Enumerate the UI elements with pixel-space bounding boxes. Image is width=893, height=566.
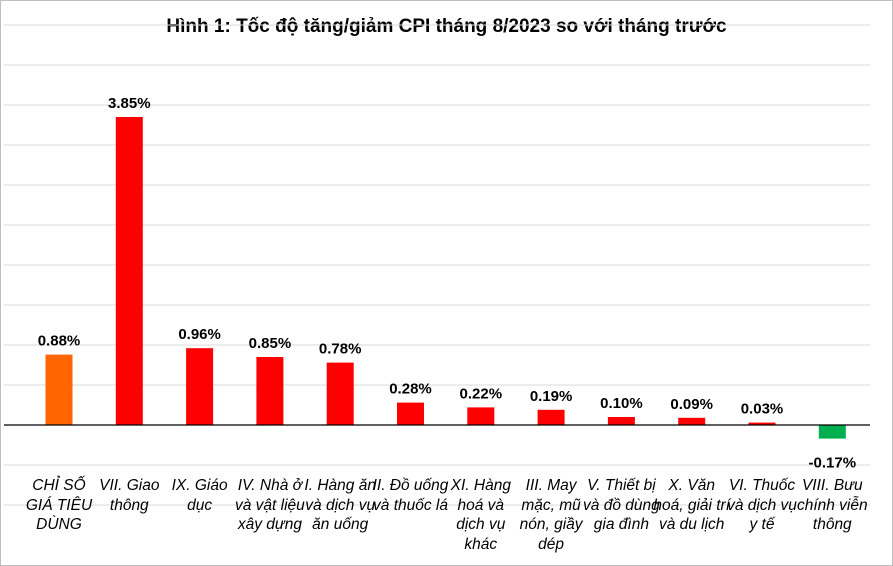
category-label: IX. Giáo dục: [171, 477, 228, 514]
data-label: 0.88%: [38, 333, 81, 350]
category-label: XI. Hàng hoá và dịch vụ khác: [450, 477, 511, 553]
bar: [256, 357, 284, 425]
data-label: 0.28%: [389, 381, 432, 398]
gridlines: [4, 24, 870, 506]
category-label: V. Thiết bị và đồ dùng gia đình: [583, 477, 660, 533]
category-label: I. Hàng ăn và dịch vụ ăn uống: [304, 477, 376, 533]
bar: [748, 422, 776, 425]
bar: [467, 407, 495, 425]
bar: [45, 354, 73, 425]
bars: [45, 117, 846, 439]
bar: [186, 348, 214, 425]
category-label: X. Văn hoá, giải trí và du lịch: [653, 477, 731, 533]
chart-title: Hình 1: Tốc độ tăng/giảm CPI tháng 8/202…: [166, 16, 727, 37]
category-label: VII. Giao thông: [99, 477, 160, 514]
bar: [607, 417, 635, 425]
data-label: -0.17%: [809, 455, 857, 472]
category-label: IV. Nhà ở và vật liệu xây dựng: [234, 477, 305, 533]
data-label: 0.78%: [319, 341, 362, 358]
data-labels: 0.88% 3.85% 0.96% 0.85% 0.78% 0.28% 0.22% 0.19%…: [38, 95, 856, 472]
category-label: VI. Thuốc và dịch vụ y tế: [727, 477, 797, 533]
bar: [326, 362, 354, 425]
data-label: 0.09%: [670, 396, 713, 413]
data-label: 0.03%: [741, 401, 784, 418]
bar: [115, 117, 143, 425]
category-label: III. May mặc, mũ nón, giầy dép: [519, 477, 583, 553]
category-label: VIII. Bưu chính viễn thông: [796, 477, 868, 533]
bar: [818, 425, 846, 439]
bar: [537, 409, 565, 425]
data-label: 0.19%: [530, 388, 573, 405]
bar: [678, 417, 706, 425]
bar: [397, 402, 424, 425]
category-label: CHỈ SỐ GIÁ TIÊU DÙNG: [25, 477, 93, 533]
data-label: 3.85%: [108, 95, 151, 112]
data-label: 0.85%: [249, 335, 292, 352]
data-label: 0.22%: [460, 385, 503, 402]
data-label: 0.10%: [600, 395, 643, 412]
category-label: II. Đồ uống và thuốc lá: [372, 477, 449, 514]
data-label: 0.96%: [178, 326, 221, 343]
